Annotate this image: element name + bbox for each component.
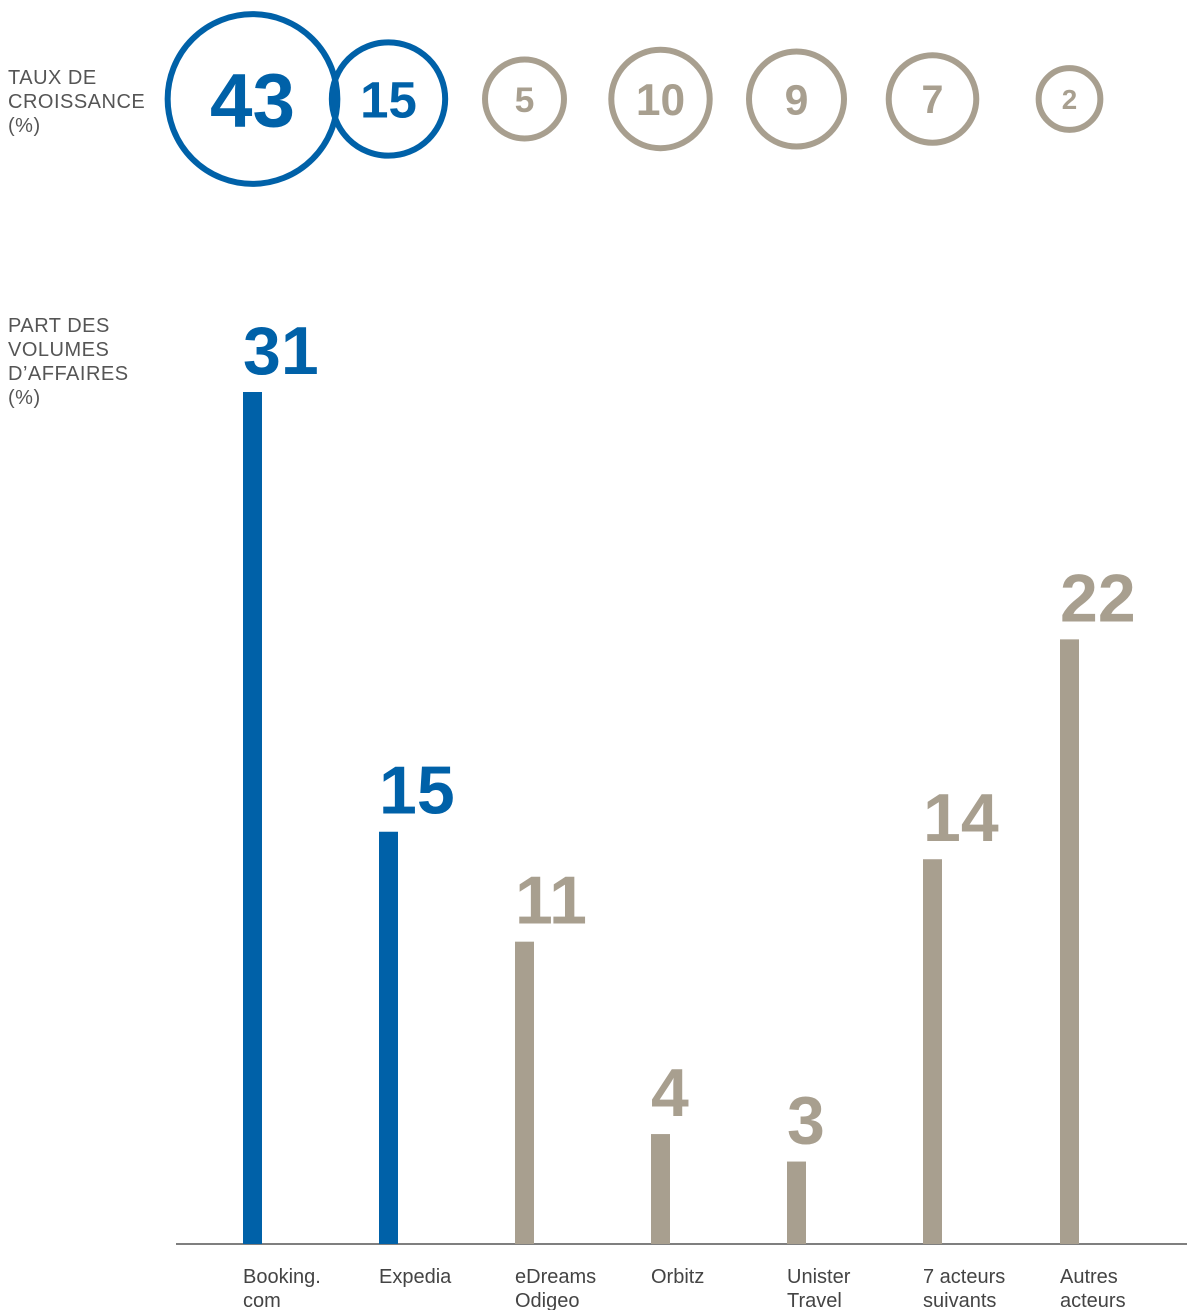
category-label: acteurs [1060,1290,1126,1310]
bar-value-label: 22 [1060,560,1136,636]
bar-value-label: 3 [787,1083,825,1159]
growth-value-label: 5 [515,80,535,120]
category-label: 7 acteurs [923,1266,1005,1288]
bar [243,392,262,1244]
category-label: eDreams [515,1266,596,1288]
growth-rate-label: TAUX DE CROISSANCE (%) [8,67,146,137]
category-label: Booking. [243,1266,321,1288]
bar [379,831,398,1244]
growth-value-label: 10 [636,76,685,125]
volume-share-label: PART DES VOLUMES D’AFFAIRES (%) [8,315,129,409]
bar [515,941,534,1244]
bar [651,1134,670,1244]
growth-value-label: 7 [922,78,944,122]
bar-value-label: 14 [923,780,999,856]
bar-value-label: 15 [379,753,455,829]
bar [787,1161,806,1244]
bar [1060,639,1079,1244]
bar [923,859,942,1244]
growth-circle [164,11,341,187]
category-label: Unister [787,1266,851,1288]
growth-circle [482,56,567,142]
bar-value-label: 31 [243,313,319,389]
category-label: Odigeo [515,1290,580,1310]
growth-value-label: 2 [1062,84,1077,115]
category-label: Orbitz [651,1266,704,1288]
growth-circle [746,48,847,150]
category-label: suivants [923,1290,996,1310]
category-label: com [243,1290,281,1310]
growth-circle [885,52,980,146]
category-label: Autres [1060,1266,1118,1288]
bar-value-label: 4 [651,1055,689,1131]
growth-value-label: 15 [360,71,417,128]
category-label: Expedia [379,1266,452,1288]
bar-value-label: 11 [515,863,587,939]
growth-circle [608,46,713,152]
growth-circle [328,39,449,159]
growth-circle [1035,65,1104,133]
growth-value-label: 9 [785,76,809,124]
category-label: Travel [787,1290,842,1310]
growth-value-label: 43 [210,58,295,143]
